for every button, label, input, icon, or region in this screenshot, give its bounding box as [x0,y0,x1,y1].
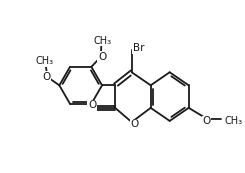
Text: CH₃: CH₃ [93,36,111,46]
Text: O: O [88,101,96,111]
Text: O: O [98,52,106,62]
Text: O: O [42,72,50,82]
Text: O: O [202,116,211,126]
Text: CH₃: CH₃ [224,116,242,126]
Text: Br: Br [133,43,144,53]
Text: O: O [131,120,139,129]
Text: CH₃: CH₃ [35,56,53,66]
